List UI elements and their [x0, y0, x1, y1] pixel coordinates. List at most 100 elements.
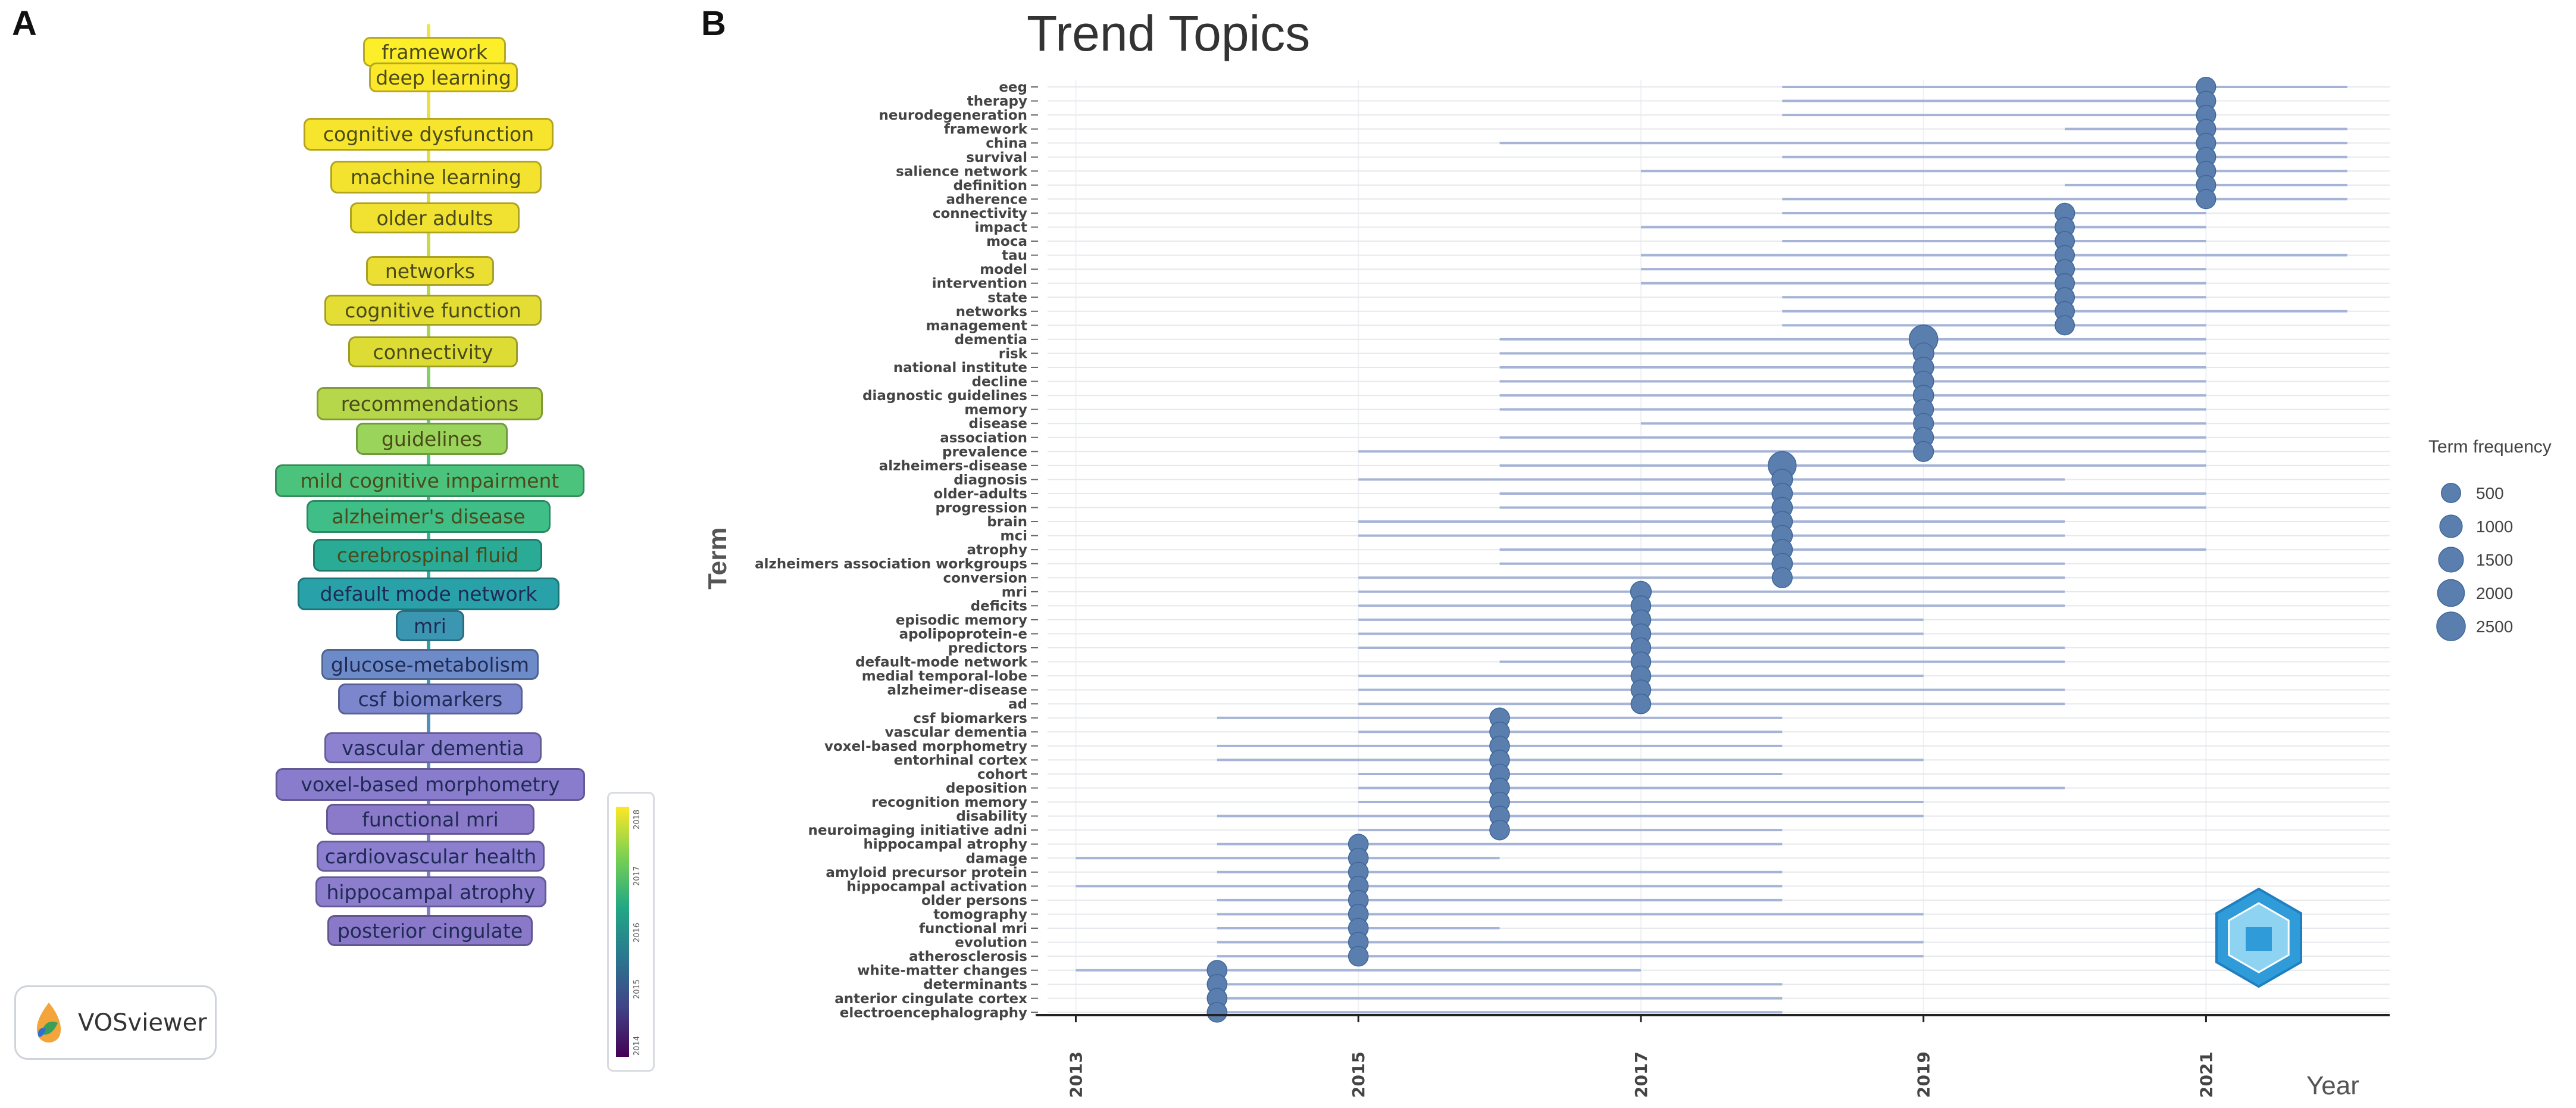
- term-tick-label: framework: [944, 122, 1028, 138]
- legend-size-swatch: [2436, 611, 2466, 641]
- term-tick-label: deposition: [946, 781, 1027, 797]
- term-tick-label: therapy: [967, 94, 1027, 110]
- term-tick-label: apolipoprotein-e: [899, 626, 1027, 642]
- term-tick-label: model: [980, 262, 1027, 277]
- term-tick-label: progression: [936, 501, 1027, 516]
- term-tick-label: memory: [964, 402, 1027, 418]
- term-tick-label: neuroimaging initiative adni: [808, 823, 1027, 838]
- overlay-term-label: glucose-metabolism: [321, 649, 539, 680]
- overlay-term-label: cognitive function: [324, 295, 542, 326]
- panel-a-letter: A: [12, 4, 37, 43]
- term-tick-label: intervention: [932, 276, 1027, 292]
- legend-size-label: 1500: [2476, 551, 2513, 569]
- overlay-term-label: default mode network: [298, 578, 559, 610]
- term-tick-label: tomography: [933, 907, 1027, 922]
- term-tick-label: diagnostic guidelines: [862, 388, 1027, 404]
- term-tick-label: state: [987, 290, 1027, 305]
- term-tick-label: association: [940, 430, 1027, 446]
- term-tick-label: tau: [1002, 248, 1027, 264]
- vosviewer-logo-icon: [36, 1002, 61, 1043]
- overlay-term-label: networks: [366, 256, 494, 286]
- term-median-point: [2055, 315, 2075, 336]
- legend-size-label: 2000: [2476, 584, 2513, 603]
- term-median-point: [1489, 819, 1510, 841]
- term-tick-label: impact: [975, 220, 1027, 236]
- term-tick-label: voxel-based morphometry: [824, 739, 1027, 754]
- colorbar-gradient: [616, 807, 629, 1057]
- overlay-term-label: older adults: [350, 202, 520, 233]
- vosviewer-badge: VOSviewer: [14, 985, 217, 1060]
- term-tick-label: disability: [956, 809, 1027, 825]
- legend-title: Term frequency: [2428, 437, 2552, 457]
- overlay-term-label: vascular dementia: [324, 732, 542, 763]
- term-tick-label: white-matter changes: [857, 963, 1027, 979]
- term-tick-label: mci: [1001, 529, 1027, 544]
- chart-title: Trend Topics: [1027, 5, 1311, 61]
- term-tick-label: episodic memory: [896, 613, 1027, 628]
- term-tick-label: damage: [965, 851, 1027, 866]
- term-tick-label: predictors: [948, 641, 1027, 656]
- term-tick-label: atherosclerosis: [909, 949, 1027, 965]
- term-tick-label: ad: [1008, 697, 1027, 712]
- bibliometrix-logo-mark: [2246, 927, 2272, 951]
- overlay-term-label: functional mri: [326, 804, 534, 835]
- term-tick-label: prevalence: [942, 444, 1027, 460]
- term-median-point: [1630, 693, 1652, 714]
- term-tick-label: older persons: [921, 893, 1027, 909]
- term-tick-label: hippocampal atrophy: [864, 837, 1027, 853]
- legend-size-label: 500: [2476, 484, 2504, 502]
- term-tick-label: decline: [972, 374, 1027, 390]
- term-tick-label: definition: [954, 178, 1027, 193]
- term-tick-label: eeg: [999, 80, 1027, 95]
- term-tick-label: disease: [969, 416, 1027, 432]
- term-tick-label: evolution: [955, 935, 1027, 951]
- term-tick-label: vascular dementia: [885, 725, 1027, 740]
- term-tick-label: salience network: [896, 164, 1028, 179]
- overlay-term-label: csf biomarkers: [338, 683, 523, 714]
- overlay-term-label: mild cognitive impairment: [275, 464, 584, 497]
- overlay-term-label: cardiovascular health: [317, 841, 545, 872]
- vosviewer-overlay-panel: framework deep learning cognitive dysfunct…: [0, 0, 673, 1108]
- overlay-term-label: guidelines: [356, 423, 508, 455]
- overlay-term-label: mri: [396, 610, 464, 641]
- overlay-term-label: recommendations: [317, 387, 543, 420]
- overlay-term-label: hippocampal atrophy: [315, 876, 546, 907]
- term-tick-label: management: [926, 318, 1027, 333]
- panel-b-letter: B: [701, 4, 726, 43]
- term-tick-label: default-mode network: [855, 655, 1028, 670]
- x-tick-label: 2021: [2196, 1051, 2216, 1098]
- term-tick-label: dementia: [955, 332, 1027, 348]
- year-colorbar: 2014 2015 2016 2017 2018: [607, 792, 655, 1072]
- term-median-point: [2196, 189, 2217, 210]
- term-tick-label: recognition memory: [871, 795, 1027, 810]
- term-median-point: [1913, 441, 1934, 462]
- term-tick-label: connectivity: [933, 206, 1027, 221]
- term-tick-label: moca: [986, 234, 1027, 249]
- y-axis-title: Term: [703, 528, 732, 589]
- term-tick-label: anterior cingulate cortex: [834, 991, 1027, 1007]
- term-tick-label: atrophy: [967, 542, 1028, 558]
- term-tick-label: neurodegeneration: [879, 108, 1027, 123]
- term-tick-label: hippocampal activation: [846, 879, 1027, 894]
- term-tick-label: medial temporal-lobe: [862, 669, 1027, 684]
- term-tick-label: functional mri: [919, 921, 1027, 937]
- x-tick-label: 2017: [1631, 1051, 1651, 1098]
- term-tick-label: adherence: [946, 192, 1027, 207]
- overlay-term-label: posterior cingulate: [327, 915, 533, 946]
- term-tick-label: risk: [999, 346, 1028, 361]
- vosviewer-badge-label: VOSviewer: [78, 1009, 207, 1037]
- overlay-term-label: cognitive dysfunction: [304, 118, 554, 151]
- term-tick-label: older-adults: [933, 486, 1027, 502]
- term-tick-label: diagnosis: [954, 472, 1027, 488]
- overlay-term-label: alzheimer's disease: [307, 500, 551, 533]
- term-tick-label: brain: [987, 514, 1027, 530]
- term-tick-label: china: [986, 136, 1027, 151]
- overlay-term-label: framework: [363, 37, 506, 67]
- x-tick-label: 2013: [1066, 1051, 1086, 1098]
- legend-size-swatch: [2437, 579, 2465, 607]
- term-median-point: [1348, 945, 1369, 967]
- term-tick-label: determinants: [923, 977, 1027, 992]
- term-median-point: [1771, 567, 1793, 588]
- term-tick-label: deficits: [971, 598, 1027, 614]
- term-tick-label: alzheimer-disease: [887, 683, 1027, 698]
